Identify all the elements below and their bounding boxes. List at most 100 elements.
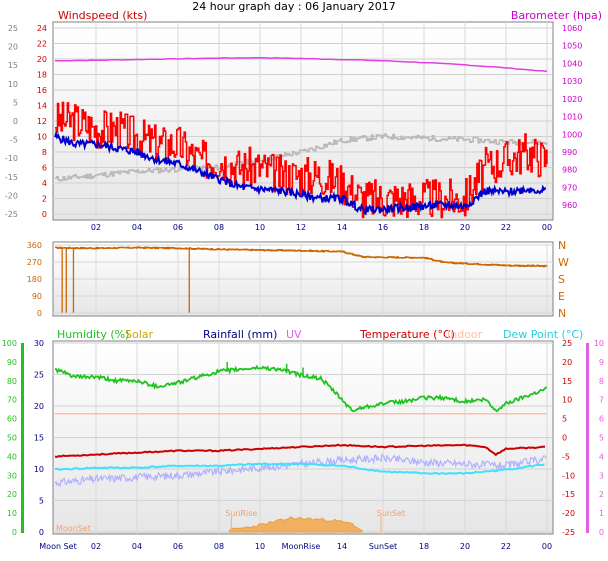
humidity-tick: 40 <box>7 452 17 461</box>
uv-axis-bar <box>586 343 589 533</box>
wind-outer-tick: -25 <box>5 210 18 219</box>
wind-kts-tick: 24 <box>37 24 47 33</box>
wind-kts-tick: 4 <box>42 179 47 188</box>
axes-layer: 2422201816141210864202520151050-5-10-15-… <box>2 24 604 551</box>
temperature-tick: -10 <box>562 471 575 480</box>
wind-x-tick: 16 <box>378 223 388 232</box>
humidity-tick: 80 <box>7 377 17 386</box>
wind-kts-tick: 6 <box>42 164 47 173</box>
annotation-layer: SunRise SunSet MoonSet <box>56 509 405 534</box>
uv-tick: 10 <box>594 339 604 348</box>
humidity-tick: 90 <box>7 358 17 367</box>
humidity-tick: 60 <box>7 415 17 424</box>
uv-tick: 4 <box>599 452 604 461</box>
legend-uv: UV <box>286 328 302 341</box>
barometer-axis-title: Barometer (hpa) <box>511 9 602 22</box>
legend-humidity: Humidity (%) <box>57 328 129 341</box>
temperature-tick: 0 <box>562 434 567 443</box>
wind-x-tick: 10 <box>255 223 265 232</box>
wind-x-tick: 20 <box>460 223 470 232</box>
direction-tick: 360 <box>27 241 42 250</box>
wind-x-tick: 22 <box>501 223 511 232</box>
humidity-line <box>54 364 548 413</box>
barometer-tick: 960 <box>562 201 577 210</box>
barometer-tick: 1000 <box>562 130 582 139</box>
humidity-tick: 20 <box>7 490 17 499</box>
wind-kts-tick: 18 <box>37 71 47 80</box>
wind-outer-tick: 15 <box>8 61 18 70</box>
humidity-tick: 30 <box>7 471 17 480</box>
grey-temperature-line <box>55 133 548 182</box>
wind-speed-line <box>55 101 548 219</box>
barometer-line <box>54 56 548 73</box>
humidity-x-tick: 02 <box>91 542 101 551</box>
humidity-x-tick: MoonRise <box>282 542 321 551</box>
wind-outer-tick: 25 <box>8 24 18 33</box>
rainfall-tick: 0 <box>39 528 44 537</box>
wind-x-tick: 04 <box>132 223 142 232</box>
temperature-tick: 15 <box>562 377 572 386</box>
wind-kts-tick: 0 <box>42 210 47 219</box>
barometer-tick: 1020 <box>562 95 582 104</box>
humidity-x-tick: 20 <box>460 542 470 551</box>
temperature-tick: 20 <box>562 358 572 367</box>
wind-outer-tick: 0 <box>13 117 18 126</box>
humidity-x-tick: 10 <box>255 542 265 551</box>
wind-kts-tick: 22 <box>37 40 47 49</box>
uv-tick: 5 <box>599 434 604 443</box>
uv-tick: 1 <box>599 509 604 518</box>
barometer-tick: 1060 <box>562 24 582 33</box>
temperature-tick: 5 <box>562 415 567 424</box>
wind-kts-tick: 2 <box>42 195 47 204</box>
temperature-tick: -20 <box>562 509 575 518</box>
wind-x-tick: 08 <box>214 223 224 232</box>
wind-average-line <box>54 130 546 216</box>
compass-label: W <box>558 256 569 269</box>
uv-tick: 2 <box>599 490 604 499</box>
humidity-x-tick: 08 <box>214 542 224 551</box>
compass-label: N <box>558 239 566 252</box>
wind-grid <box>53 22 553 220</box>
temperature-tick: -5 <box>562 452 570 461</box>
humidity-tick: 100 <box>2 339 17 348</box>
wind-kts-tick: 14 <box>37 102 47 111</box>
wind-x-tick: 12 <box>296 223 306 232</box>
rainfall-tick: 30 <box>34 339 44 348</box>
humidity-x-tick: 14 <box>337 542 347 551</box>
direction-grid <box>53 242 553 316</box>
barometer-tick: 970 <box>562 183 577 192</box>
uv-tick: 6 <box>599 415 604 424</box>
wind-outer-tick: 10 <box>8 80 18 89</box>
legend-temperature: Temperature (°C) <box>359 328 455 341</box>
compass-label: E <box>558 290 565 303</box>
compass-label: S <box>558 273 565 286</box>
uv-tick: 9 <box>599 358 604 367</box>
wind-outer-tick: -5 <box>10 136 18 145</box>
rainfall-tick: 20 <box>34 402 44 411</box>
barometer-tick: 1010 <box>562 113 582 122</box>
wind-outer-tick: 5 <box>13 98 18 107</box>
humidity-grid <box>53 341 553 534</box>
temperature-tick: -15 <box>562 490 575 499</box>
humidity-x-tick: 18 <box>419 542 429 551</box>
wind-outer-tick: -15 <box>5 173 18 182</box>
humidity-tick: 70 <box>7 396 17 405</box>
wind-x-tick: 00 <box>542 223 552 232</box>
direction-tick: 270 <box>27 258 42 267</box>
dewpoint-line <box>54 462 545 476</box>
temperature-line <box>54 443 546 458</box>
rainfall-tick: 5 <box>39 497 44 506</box>
humidity-tick: 0 <box>12 528 17 537</box>
wind-x-tick: 02 <box>91 223 101 232</box>
compass-label: N <box>558 307 566 320</box>
uv-tick: 8 <box>599 377 604 386</box>
barometer-tick: 1030 <box>562 77 582 86</box>
humidity-x-tick: 04 <box>132 542 142 551</box>
humidity-x-tick: 00 <box>542 542 552 551</box>
rainfall-tick: 25 <box>34 371 44 380</box>
temperature-tick: -25 <box>562 528 575 537</box>
legend-dewpoint: Dew Point (°C) <box>503 328 583 341</box>
wind-kts-tick: 12 <box>37 117 47 126</box>
humidity-x-tick: 06 <box>173 542 183 551</box>
